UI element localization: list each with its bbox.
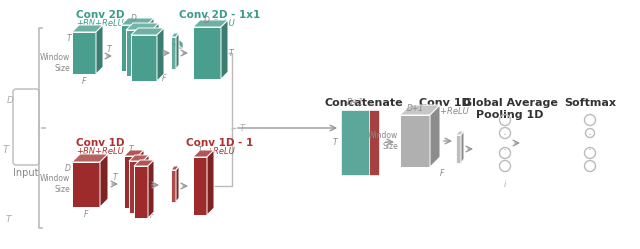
Text: T: T <box>6 214 11 224</box>
Text: T: T <box>3 145 9 155</box>
Polygon shape <box>126 23 159 30</box>
Text: +BN+ReLU: +BN+ReLU <box>421 107 469 116</box>
Polygon shape <box>193 27 221 79</box>
Polygon shape <box>138 150 144 208</box>
Polygon shape <box>207 150 214 215</box>
Text: D: D <box>131 14 137 23</box>
Text: D+1: D+1 <box>406 104 424 113</box>
Polygon shape <box>456 131 464 135</box>
Polygon shape <box>176 37 183 49</box>
Polygon shape <box>193 20 228 27</box>
Text: Input: Input <box>13 168 39 178</box>
Text: Global Average
Pooling 1D: Global Average Pooling 1D <box>463 98 557 120</box>
Text: D: D <box>204 16 210 25</box>
Text: T: T <box>332 137 337 146</box>
Polygon shape <box>143 155 149 213</box>
Polygon shape <box>171 33 179 37</box>
Text: T: T <box>129 145 133 154</box>
Text: Conv 2D - 1x1: Conv 2D - 1x1 <box>179 10 260 20</box>
Polygon shape <box>193 150 214 157</box>
Text: Window
Size: Window Size <box>40 174 70 194</box>
Polygon shape <box>171 166 179 170</box>
Polygon shape <box>129 161 143 213</box>
Text: Conv 1D: Conv 1D <box>419 98 471 108</box>
Text: T: T <box>113 173 117 182</box>
Text: F: F <box>162 74 166 83</box>
Text: ·
·: · · <box>503 129 507 157</box>
Polygon shape <box>131 35 157 81</box>
Polygon shape <box>171 43 183 49</box>
Text: F: F <box>150 211 154 220</box>
Text: Window
Size: Window Size <box>368 131 398 151</box>
Polygon shape <box>461 131 464 163</box>
Polygon shape <box>341 110 369 175</box>
Text: +ReLU: +ReLU <box>205 19 234 28</box>
Text: T: T <box>198 146 202 155</box>
Text: ·
·: · · <box>588 129 592 157</box>
Polygon shape <box>121 25 147 71</box>
Text: Window
Size: Window Size <box>40 53 70 73</box>
Polygon shape <box>124 156 138 208</box>
Polygon shape <box>171 170 176 202</box>
Polygon shape <box>72 162 100 207</box>
Polygon shape <box>148 160 154 218</box>
Text: T: T <box>240 124 245 132</box>
Polygon shape <box>129 155 149 161</box>
Polygon shape <box>171 37 176 69</box>
Polygon shape <box>134 166 148 218</box>
Polygon shape <box>400 105 440 115</box>
Polygon shape <box>72 25 103 32</box>
Polygon shape <box>96 25 103 74</box>
Polygon shape <box>430 105 440 167</box>
Polygon shape <box>152 23 159 76</box>
Polygon shape <box>72 32 96 74</box>
Text: Conv 1D: Conv 1D <box>76 138 124 148</box>
Polygon shape <box>147 18 154 71</box>
Text: F: F <box>440 169 444 178</box>
Text: D: D <box>65 164 71 173</box>
Polygon shape <box>369 110 379 175</box>
Text: Softmax: Softmax <box>564 98 616 108</box>
Polygon shape <box>121 18 154 25</box>
Polygon shape <box>157 28 164 81</box>
Polygon shape <box>100 154 108 207</box>
Text: F: F <box>82 77 86 86</box>
Polygon shape <box>400 115 430 167</box>
Polygon shape <box>131 28 164 35</box>
Polygon shape <box>176 166 179 202</box>
Text: F: F <box>84 210 88 219</box>
Text: +ReLU: +ReLU <box>205 147 234 156</box>
Polygon shape <box>124 150 144 156</box>
Text: +BN+ReLU: +BN+ReLU <box>76 147 124 156</box>
Text: D: D <box>7 96 14 105</box>
Polygon shape <box>126 30 152 76</box>
Text: Conv 2D: Conv 2D <box>76 10 124 20</box>
Text: T: T <box>67 34 71 43</box>
Text: +BN+ReLU: +BN+ReLU <box>76 19 124 28</box>
Text: i: i <box>504 180 506 189</box>
Polygon shape <box>221 20 228 79</box>
Polygon shape <box>72 154 108 162</box>
Text: D+1: D+1 <box>346 98 364 107</box>
Polygon shape <box>176 33 179 69</box>
Text: T: T <box>229 49 234 58</box>
Text: Conv 1D - 1: Conv 1D - 1 <box>186 138 253 148</box>
Polygon shape <box>134 160 154 166</box>
Polygon shape <box>171 37 183 43</box>
Polygon shape <box>456 135 461 163</box>
Text: Concatenate: Concatenate <box>324 98 403 108</box>
Text: T: T <box>107 45 111 54</box>
Polygon shape <box>193 157 207 215</box>
FancyBboxPatch shape <box>13 89 39 165</box>
